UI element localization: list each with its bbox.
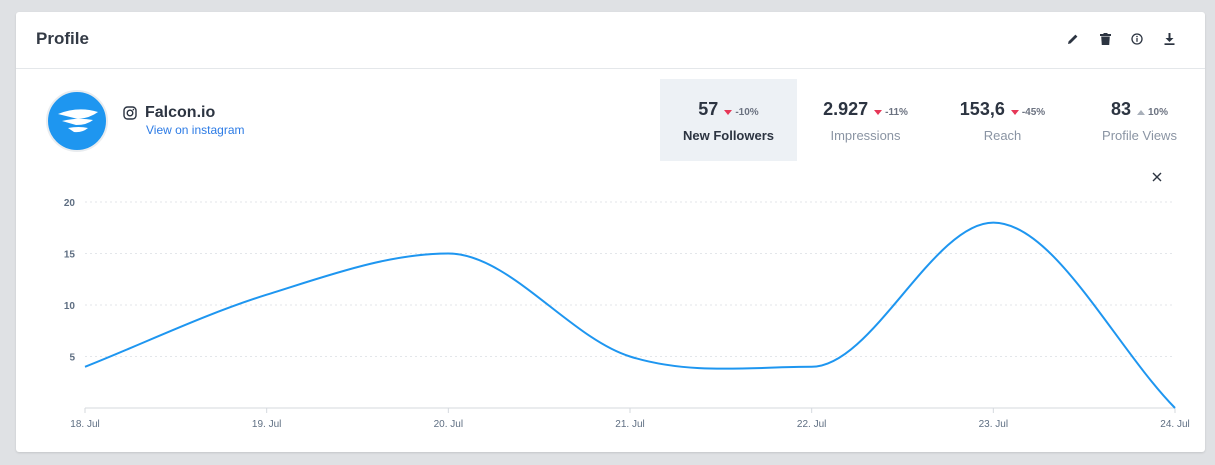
avatar [46, 90, 108, 152]
y-tick-label: 5 [69, 353, 75, 364]
stat-top: 2.927 -11% [797, 99, 934, 120]
followers-line-chart: 5 10 15 20 18. Jul 19. Jul 20. Jul 21. Jul 22. J… [64, 198, 1190, 430]
y-tick-label: 15 [64, 250, 76, 261]
stat-value: 153,6 [959, 99, 1005, 119]
close-chart-button[interactable] [1150, 170, 1164, 184]
x-tick-label: 24. Jul [1160, 419, 1189, 430]
stat-top: 153,6 -45% [934, 99, 1071, 120]
x-tick-label: 20. Jul [434, 419, 463, 430]
pencil-icon [1068, 34, 1078, 44]
download-button[interactable] [1161, 31, 1177, 47]
series-line [84, 221, 1176, 409]
stat-top: 83 10% [1071, 99, 1208, 120]
card-title: Profile [36, 29, 89, 48]
stat-value: 57 [698, 99, 719, 119]
instagram-icon [123, 106, 137, 120]
caret-down-icon [874, 110, 883, 115]
stat-change: -10% [724, 107, 759, 118]
stat-change-value: -45% [1021, 107, 1046, 118]
profile-name: Falcon.io [145, 104, 216, 121]
stat-profile-views[interactable]: 83 10% Profile Views [1071, 79, 1208, 161]
y-tick-label: 10 [64, 301, 76, 312]
card-toolbar [1065, 31, 1177, 47]
stat-value: 83 [1110, 99, 1131, 119]
info-icon [1131, 33, 1143, 45]
close-icon [1152, 172, 1162, 182]
profile-name-row: Falcon.io [123, 104, 215, 122]
download-icon [1164, 33, 1174, 45]
x-tick-label: 23. Jul [979, 419, 1008, 430]
edit-button[interactable] [1065, 31, 1081, 47]
x-tick-label: 19. Jul [252, 419, 281, 430]
stat-top: 57 -10% [660, 99, 797, 120]
stat-label: Reach [983, 128, 1022, 143]
stat-impressions[interactable]: 2.927 -11% Impressions [797, 79, 934, 161]
stat-change: -45% [1010, 107, 1046, 118]
info-button[interactable] [1129, 31, 1145, 47]
stat-change-value: -11% [885, 107, 908, 118]
stat-reach[interactable]: 153,6 -45% Reach [934, 79, 1071, 161]
stat-label: New Followers [682, 128, 775, 143]
x-tick-label: 18. Jul [70, 419, 99, 430]
falcon-logo-icon [58, 109, 98, 133]
profile-card: Profile [16, 12, 1205, 452]
stat-new-followers[interactable]: 57 -10% New Followers [660, 79, 797, 161]
caret-down-icon [1010, 110, 1019, 115]
stat-label: Profile Views [1102, 128, 1177, 143]
stat-change: 10% [1137, 107, 1168, 118]
stat-change-value: 10% [1148, 107, 1169, 118]
stats-row: 57 -10% New Followers 2.927 -11% Impressions 1… [660, 79, 1208, 161]
y-tick-label: 20 [64, 198, 76, 209]
caret-down-icon [724, 110, 733, 115]
view-on-instagram-link[interactable]: View on instagram [146, 123, 245, 137]
x-tick-label: 22. Jul [797, 419, 826, 430]
stat-label: Impressions [830, 128, 901, 143]
stat-change-value: -10% [735, 107, 759, 118]
stat-change: -11% [874, 107, 908, 118]
delete-button[interactable] [1097, 31, 1113, 47]
caret-up-icon [1137, 110, 1145, 115]
trash-icon [1099, 33, 1111, 45]
stat-value: 2.927 [823, 99, 869, 119]
card-header: Profile [16, 12, 1205, 69]
x-tick-label: 21. Jul [615, 419, 644, 430]
